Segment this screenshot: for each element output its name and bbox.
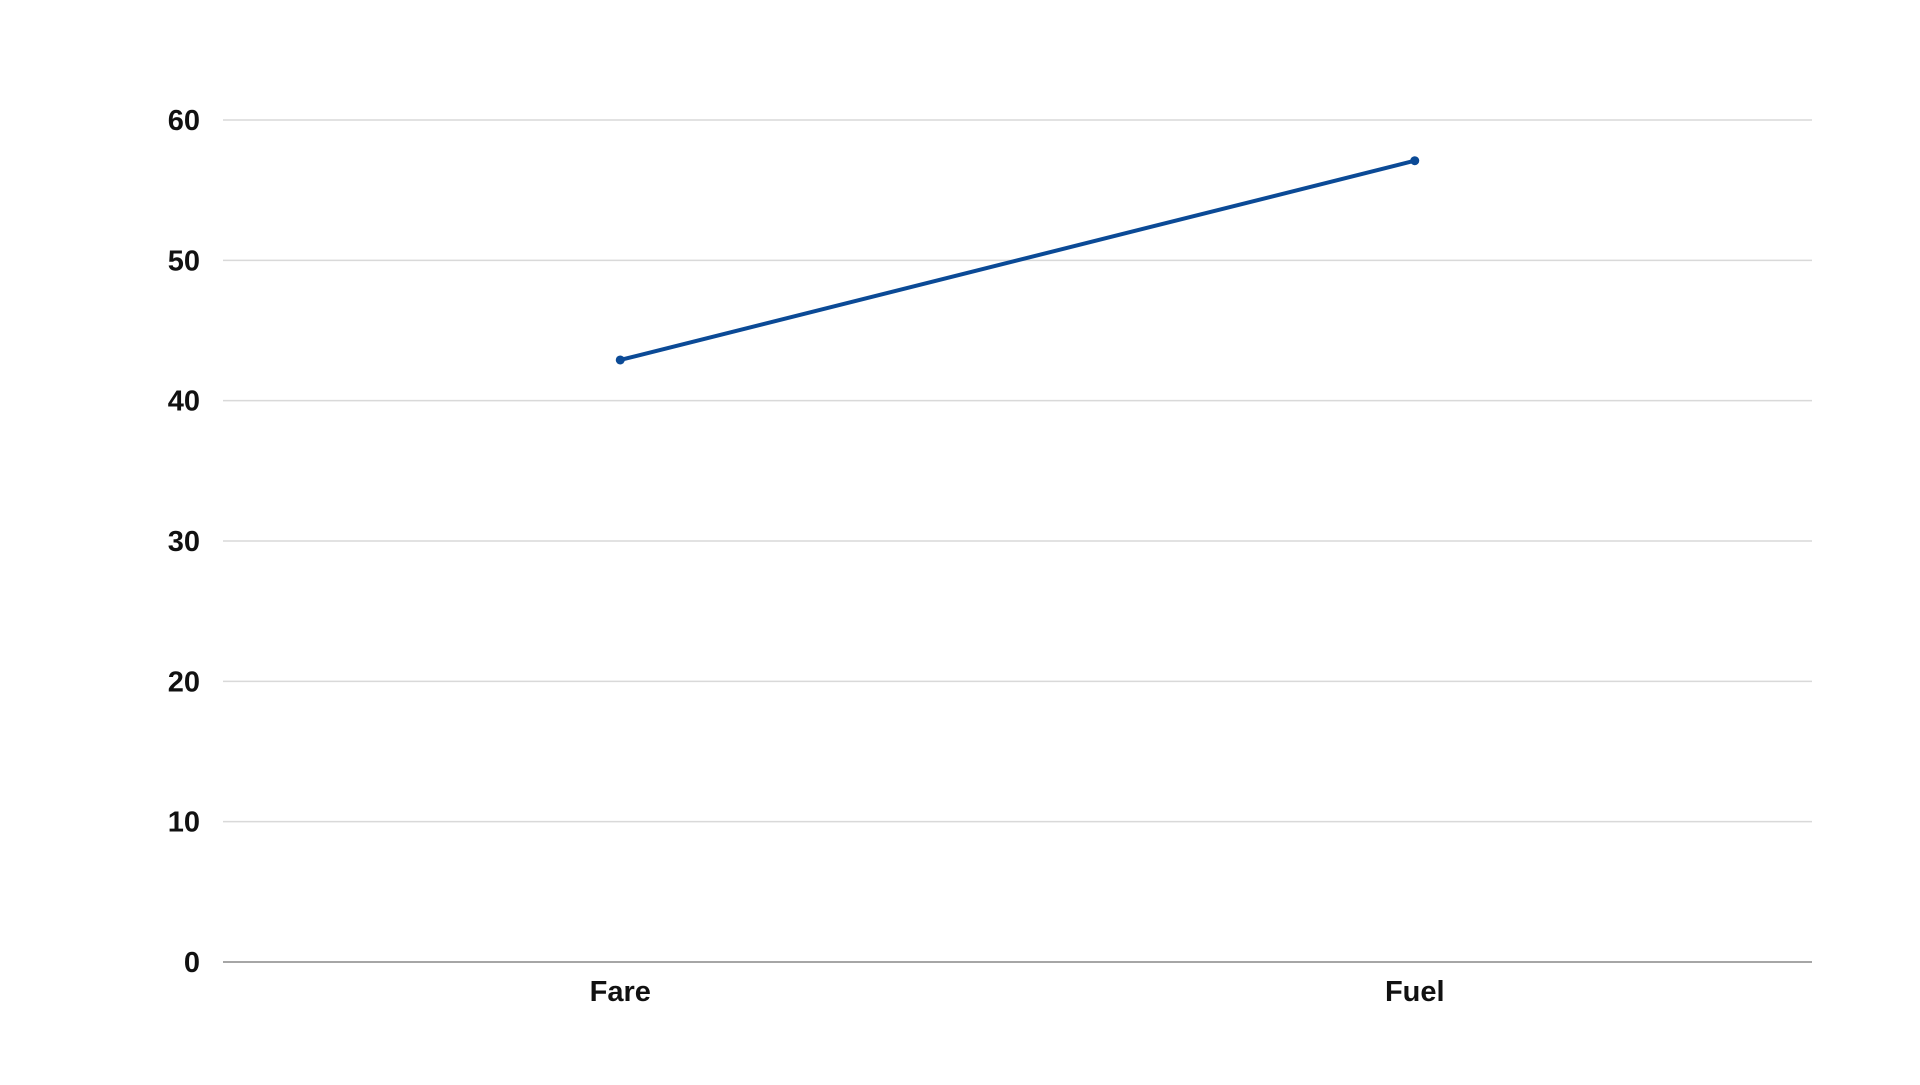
series-line bbox=[618, 158, 1417, 362]
series-layer bbox=[615, 156, 1420, 365]
y-tick-label: 10 bbox=[168, 807, 200, 839]
y-tick-label: 0 bbox=[184, 947, 200, 979]
data-point bbox=[1410, 156, 1420, 166]
x-tick-label: Fuel bbox=[1385, 976, 1445, 1008]
y-axis-tick-labels: 0 10 20 30 40 50 60 bbox=[168, 105, 200, 979]
y-tick-label: 30 bbox=[168, 526, 200, 558]
x-axis-tick-labels: Fare Fuel bbox=[590, 976, 1445, 1008]
y-tick-label: 50 bbox=[168, 245, 200, 277]
y-tick-label: 60 bbox=[168, 105, 200, 137]
gridlines bbox=[223, 119, 1812, 823]
y-tick-label: 40 bbox=[168, 386, 200, 418]
data-point bbox=[615, 355, 625, 365]
x-tick-label: Fare bbox=[590, 976, 651, 1008]
y-tick-label: 20 bbox=[168, 666, 200, 698]
